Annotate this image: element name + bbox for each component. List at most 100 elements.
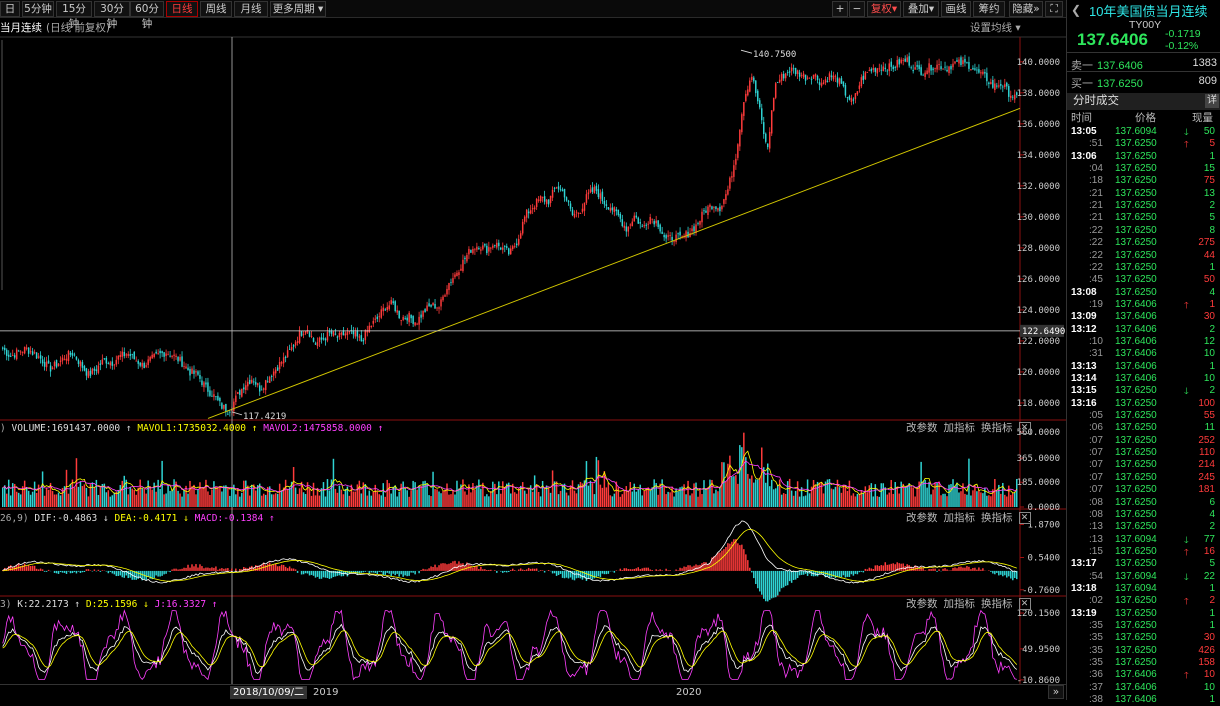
candle [735, 159, 736, 165]
volume-bar [677, 491, 678, 507]
macd-bar [404, 571, 405, 575]
volume-bar [863, 493, 864, 507]
volume-bar [8, 480, 9, 507]
volume-bar [894, 482, 895, 507]
candle [424, 309, 425, 312]
candle [135, 361, 136, 362]
candle [319, 338, 320, 342]
macd-bar [205, 568, 206, 571]
switch-indicator-button[interactable]: 换指标 [981, 598, 1013, 610]
change-params-button[interactable]: 改参数 [906, 598, 938, 610]
candle [990, 82, 991, 84]
volume-bar [608, 483, 609, 507]
macd-bar [42, 569, 43, 571]
tick-price: 137.6250 [1115, 188, 1157, 200]
candle [845, 85, 846, 95]
tick-price: 137.6250 [1115, 521, 1157, 533]
macd-bar [76, 571, 77, 574]
change-params-button[interactable]: 改参数 [906, 512, 938, 524]
close-icon[interactable]: ✕ [1019, 598, 1031, 610]
macd-bar [683, 567, 684, 571]
candle [962, 60, 963, 64]
candle [628, 227, 629, 232]
candle [538, 200, 539, 201]
add-indicator-button[interactable]: 加指标 [944, 512, 976, 524]
candle [46, 362, 47, 368]
candle [606, 204, 607, 206]
detail-button[interactable]: 详 [1205, 94, 1219, 108]
switch-indicator-button[interactable]: 换指标 [981, 512, 1013, 524]
candle [512, 246, 513, 249]
switch-indicator-button[interactable]: 换指标 [981, 422, 1013, 434]
candle [610, 208, 611, 210]
candle [986, 73, 987, 81]
tick-price: 137.6094 [1115, 126, 1157, 138]
add-indicator-button[interactable]: 加指标 [944, 422, 976, 434]
candle [163, 352, 164, 357]
macd-bar [1008, 571, 1009, 576]
volume-bar [129, 487, 130, 507]
volume-bar [54, 495, 55, 507]
volume-bar [813, 480, 814, 507]
volume-bar [70, 484, 71, 507]
volume-bar [373, 492, 374, 507]
close-icon[interactable]: ✕ [1019, 512, 1031, 524]
macd-bar [239, 569, 240, 571]
candle [598, 189, 599, 197]
collapse-left-icon[interactable]: ❮ [1071, 3, 1081, 17]
add-indicator-button[interactable]: 加指标 [944, 598, 976, 610]
bid-volume: 809 [1199, 75, 1217, 87]
volume-bar [528, 489, 529, 507]
macd-bar [70, 571, 71, 573]
volume-bar [898, 494, 899, 507]
candle [321, 337, 322, 339]
macd-bar [327, 571, 328, 578]
volume-bar [116, 492, 117, 507]
candle [727, 189, 728, 194]
tick-time: :04 [1089, 163, 1103, 175]
macd-bar [954, 567, 955, 570]
macd-bar [392, 571, 393, 574]
candle [209, 390, 210, 395]
candle [637, 218, 638, 224]
scroll-right-icon[interactable]: » [1048, 685, 1064, 699]
candle [669, 235, 670, 236]
candle [904, 59, 905, 62]
volume-bar [295, 488, 296, 507]
candle [100, 364, 101, 365]
candle [472, 249, 473, 253]
change-params-button[interactable]: 改参数 [906, 422, 938, 434]
macd-bar [721, 551, 722, 571]
candle [524, 217, 525, 222]
kline-chart[interactable]: 140.0000138.0000136.0000134.0000132.0000… [0, 0, 1066, 700]
volume-bar [526, 494, 527, 507]
macd-bar [179, 569, 180, 571]
tick-time: 13:15 [1071, 385, 1097, 397]
tick-price: 137.6250 [1115, 484, 1157, 496]
tick-price: 137.6250 [1115, 595, 1157, 607]
volume-bar [315, 495, 316, 507]
candle [341, 333, 342, 335]
candle [440, 299, 441, 306]
volume-bar [444, 490, 445, 507]
tick-volume: 16 [1204, 546, 1215, 558]
volume-bar [1016, 479, 1017, 507]
macd-bar [596, 571, 597, 577]
kdj-panel-buttons: 改参数加指标换指标 ✕ [906, 597, 1037, 611]
tick-time: 13:17 [1071, 558, 1097, 570]
candle [68, 351, 69, 361]
tick-price: 137.6250 [1115, 237, 1157, 249]
tick-time: 13:06 [1071, 151, 1097, 163]
candle [325, 339, 326, 341]
macd-bar [307, 571, 308, 574]
volume-bar [510, 493, 511, 507]
macd-bar [871, 568, 872, 570]
macd-bar [574, 571, 575, 580]
volume-bar [496, 494, 497, 507]
volume-bar [791, 491, 792, 507]
close-icon[interactable]: ✕ [1019, 422, 1031, 434]
macd-bar [402, 571, 403, 577]
